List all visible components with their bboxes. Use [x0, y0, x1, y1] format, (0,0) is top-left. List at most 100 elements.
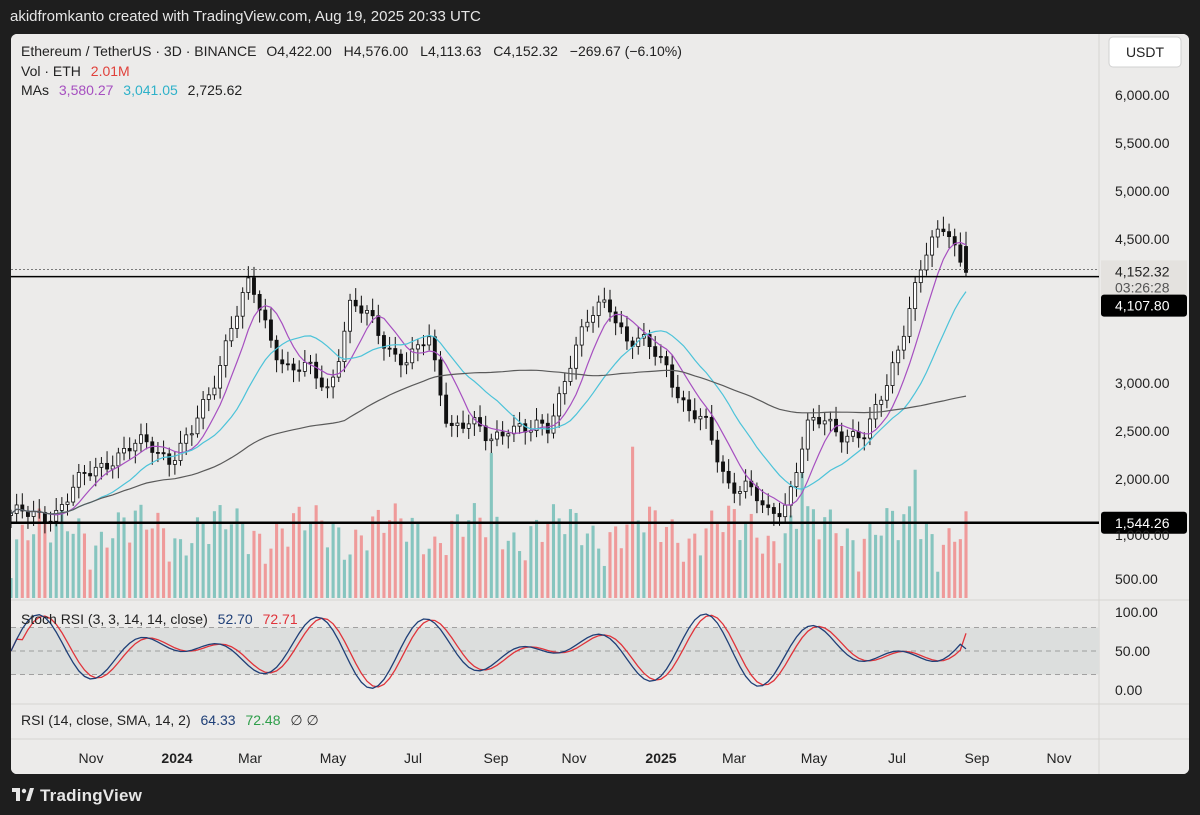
- candle-body: [766, 504, 771, 508]
- candle-body: [449, 422, 454, 426]
- volume-bar: [405, 541, 409, 598]
- volume-bar: [704, 528, 708, 598]
- volume-bar: [557, 518, 561, 598]
- time-tick: Jul: [404, 750, 422, 766]
- currency-selector[interactable]: [1108, 36, 1182, 68]
- volume-bar: [501, 549, 505, 598]
- candle-body: [393, 348, 398, 355]
- candle-body: [890, 362, 895, 386]
- volume-bar: [885, 508, 889, 598]
- volume-bar: [823, 517, 827, 598]
- volume-bar: [687, 538, 691, 598]
- candle-body: [359, 305, 364, 314]
- legend-rsi: RSI (14, close, SMA, 14, 2) 64.33 72.48 …: [21, 712, 319, 728]
- stoch-tick: 100.00: [1115, 604, 1158, 620]
- candle-body: [783, 504, 788, 518]
- candle-body: [116, 452, 121, 467]
- volume-bar: [178, 539, 183, 598]
- candle-body: [319, 377, 324, 388]
- volume-bar: [94, 545, 98, 598]
- candle-body: [11, 513, 13, 516]
- volume-bar: [388, 520, 392, 598]
- candle-body: [184, 434, 189, 444]
- legend-vol-value: 2.01M: [91, 63, 130, 79]
- candle-body: [675, 386, 680, 399]
- candle-body: [297, 369, 302, 372]
- candle-body: [619, 322, 624, 328]
- candle-body: [687, 399, 692, 412]
- volume-bars: [11, 446, 968, 598]
- candle-body: [133, 442, 138, 452]
- candle-body: [235, 315, 239, 329]
- time-tick: May: [801, 750, 827, 766]
- candle-body: [545, 422, 550, 434]
- volume-bar: [427, 548, 431, 598]
- chart-svg[interactable]: 6,000.00 5,500.00 5,000.00 4,500.00 3,000.00…: [11, 34, 1189, 774]
- legend-rsi-ma: 72.48: [245, 712, 280, 728]
- volume-bar: [670, 519, 674, 598]
- candle-body: [325, 386, 330, 389]
- volume-bar: [139, 504, 143, 598]
- level-upper-box: [1101, 294, 1187, 317]
- candle-body: [376, 315, 381, 336]
- volume-bar: [761, 553, 765, 598]
- volume-bar: [421, 554, 426, 598]
- candle-body: [721, 461, 725, 472]
- volume-bar: [82, 533, 87, 598]
- candle-body: [42, 511, 47, 522]
- candle-body: [760, 500, 765, 506]
- candle-body: [291, 363, 296, 371]
- volume-bar: [15, 539, 19, 598]
- candle-body: [523, 423, 528, 433]
- candle-body: [172, 460, 177, 465]
- legend-vol-label: Vol · ETH: [21, 63, 81, 79]
- volume-bar: [862, 538, 866, 598]
- horizontal-levels: [11, 268, 1099, 525]
- candle-body: [308, 361, 313, 364]
- volume-bar: [828, 509, 832, 598]
- volume-bar: [947, 528, 951, 598]
- volume-bar: [308, 521, 313, 598]
- volume-bar: [681, 561, 686, 598]
- volume-bar: [529, 526, 533, 598]
- volume-bar: [54, 511, 58, 598]
- legend-high: H4,576.00: [344, 43, 409, 59]
- legend-rsi-value: 64.33: [201, 712, 236, 728]
- candle-body: [268, 319, 273, 341]
- volume-bar: [727, 505, 731, 598]
- time-tick: May: [320, 750, 346, 766]
- volume-bar: [534, 519, 539, 598]
- candle-body: [461, 422, 466, 429]
- chart-panel[interactable]: 6,000.00 5,500.00 5,000.00 4,500.00 3,000.00…: [11, 34, 1189, 774]
- level-lower-box: [1101, 511, 1187, 534]
- volume-bar: [224, 529, 228, 598]
- candle-body: [189, 433, 194, 436]
- legend-line-1: Ethereum / TetherUS · 3D · BINANCE O4,42…: [21, 43, 682, 59]
- candle-body: [602, 299, 607, 303]
- volume-bar: [60, 505, 64, 598]
- volume-bar: [664, 526, 669, 598]
- tradingview-logo[interactable]: TradingView: [12, 786, 142, 806]
- currency-label[interactable]: USDT: [1126, 44, 1165, 60]
- candle-body: [794, 472, 799, 488]
- candle-body: [947, 231, 951, 238]
- volume-bar: [416, 521, 420, 598]
- candle-body: [862, 437, 867, 440]
- volume-bar: [834, 533, 838, 598]
- candle-body: [901, 335, 906, 351]
- candle-body: [625, 326, 629, 342]
- legend-rsi-label: RSI (14, close, SMA, 14, 2): [21, 712, 191, 728]
- volume-bar: [26, 540, 30, 598]
- time-tick: Mar: [238, 750, 262, 766]
- volume-bar: [235, 508, 239, 598]
- candle-body: [771, 507, 776, 514]
- candle-body: [127, 448, 132, 452]
- legend-line-mas: MAs 3,580.27 3,041.05 2,725.62: [21, 82, 242, 98]
- candle-body: [229, 327, 234, 342]
- volume-bar: [941, 544, 945, 598]
- candle-body: [302, 361, 307, 372]
- candle-body: [907, 308, 912, 337]
- volume-bar: [359, 535, 363, 598]
- volume-bar: [648, 506, 652, 598]
- candle-body: [913, 282, 918, 310]
